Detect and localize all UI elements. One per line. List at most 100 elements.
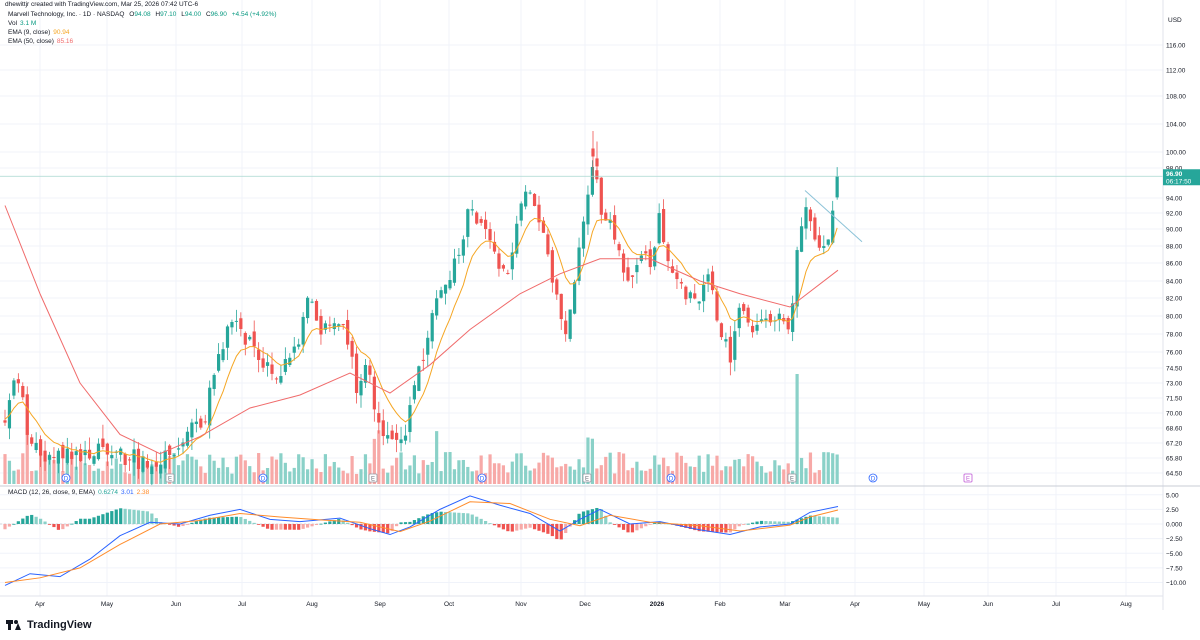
candle-body[interactable] <box>225 326 230 348</box>
candle-body[interactable] <box>679 282 683 284</box>
candle-body[interactable] <box>644 251 648 254</box>
candle-body[interactable] <box>688 292 692 299</box>
candle-body[interactable] <box>728 336 732 363</box>
candle-body[interactable] <box>128 459 132 461</box>
candle-body[interactable] <box>395 432 399 440</box>
candle-body[interactable] <box>492 241 497 252</box>
earnings-marker[interactable]: E <box>165 473 175 483</box>
candle-body[interactable] <box>248 336 252 340</box>
candle-body[interactable] <box>185 431 190 446</box>
candle-body[interactable] <box>719 323 724 338</box>
candle-body[interactable] <box>274 378 279 380</box>
candle-body[interactable] <box>524 191 528 207</box>
candle-body[interactable] <box>710 271 715 291</box>
candle-body[interactable] <box>368 365 372 375</box>
candle-body[interactable] <box>87 449 92 459</box>
candle-body[interactable] <box>310 301 314 303</box>
candle-body[interactable] <box>136 448 141 469</box>
candle-body[interactable] <box>239 318 243 329</box>
candle-body[interactable] <box>176 448 181 450</box>
candle-body[interactable] <box>452 258 457 283</box>
candle-body[interactable] <box>448 280 452 289</box>
candle-body[interactable] <box>653 247 657 267</box>
candle-body[interactable] <box>399 439 403 444</box>
candle-body[interactable] <box>212 374 216 389</box>
candle-body[interactable] <box>328 324 332 326</box>
candle-body[interactable] <box>439 290 443 298</box>
candle-body[interactable] <box>546 234 550 255</box>
candle-body[interactable] <box>25 394 29 435</box>
candle-body[interactable] <box>83 449 87 456</box>
candle-body[interactable] <box>39 439 43 456</box>
candle-body[interactable] <box>403 435 408 441</box>
candle-body[interactable] <box>21 386 25 398</box>
candle-body[interactable] <box>808 209 813 222</box>
candle-body[interactable] <box>470 209 474 211</box>
candle-body[interactable] <box>702 284 706 302</box>
candle-body[interactable] <box>484 219 488 230</box>
candle-body[interactable] <box>541 220 546 233</box>
candle-body[interactable] <box>79 449 83 461</box>
candle-body[interactable] <box>590 166 594 195</box>
candle-body[interactable] <box>666 244 670 262</box>
candle-body[interactable] <box>292 346 296 353</box>
candle-body[interactable] <box>443 284 448 294</box>
volume-legend[interactable]: Vol 3.1 M <box>8 19 39 28</box>
candle-body[interactable] <box>488 229 492 241</box>
candle-body[interactable] <box>457 254 461 256</box>
candle-body[interactable] <box>475 212 479 224</box>
candle-body[interactable] <box>591 148 595 157</box>
candle-body[interactable] <box>501 265 505 269</box>
candle-body[interactable] <box>706 274 710 282</box>
candle-body[interactable] <box>559 293 563 320</box>
candle-body[interactable] <box>3 420 7 423</box>
candle-body[interactable] <box>101 438 105 448</box>
last-price-tag[interactable] <box>1163 169 1200 186</box>
candle-body[interactable] <box>670 266 675 273</box>
candle-body[interactable] <box>279 376 283 383</box>
dividend-marker[interactable]: D <box>868 473 878 483</box>
candle-body[interactable] <box>421 359 425 361</box>
candle-body[interactable] <box>742 304 746 312</box>
candle-body[interactable] <box>297 344 301 347</box>
candle-body[interactable] <box>635 265 639 273</box>
candle-body[interactable] <box>203 421 207 423</box>
candle-body[interactable] <box>831 210 835 243</box>
candle-body[interactable] <box>243 332 247 345</box>
candle-body[interactable] <box>724 339 728 342</box>
candle-body[interactable] <box>595 158 599 167</box>
candle-body[interactable] <box>30 437 34 444</box>
candle-body[interactable] <box>56 450 60 464</box>
candle-body[interactable] <box>372 376 376 410</box>
earnings-marker[interactable]: E <box>582 473 592 483</box>
candle-body[interactable] <box>799 226 804 252</box>
candle-body[interactable] <box>630 275 635 277</box>
candle-body[interactable] <box>733 331 737 360</box>
trendline[interactable] <box>804 190 863 243</box>
candle-body[interactable] <box>613 215 617 240</box>
candle-body[interactable] <box>390 430 394 440</box>
candle-body[interactable] <box>301 316 305 345</box>
candle-body[interactable] <box>70 451 74 459</box>
ema9-legend[interactable]: EMA (9, close) 90.94 <box>8 28 73 37</box>
candle-body[interactable] <box>764 318 768 321</box>
dividend-marker[interactable]: D <box>61 473 71 483</box>
candle-body[interactable] <box>332 323 336 330</box>
candle-body[interactable] <box>110 455 114 459</box>
candle-body[interactable] <box>208 387 212 426</box>
candle-body[interactable] <box>435 298 439 316</box>
macd-pane[interactable] <box>0 495 839 586</box>
candle-body[interactable] <box>564 320 568 335</box>
candle-body[interactable] <box>145 461 149 468</box>
candle-body[interactable] <box>363 364 368 383</box>
candle-body[interactable] <box>519 203 523 221</box>
candle-body[interactable] <box>581 221 586 249</box>
candle-body[interactable] <box>497 253 501 269</box>
dividend-marker[interactable]: D <box>666 473 676 483</box>
candle-body[interactable] <box>217 354 221 371</box>
candle-body[interactable] <box>675 272 679 280</box>
candle-body[interactable] <box>65 448 69 463</box>
candle-body[interactable] <box>777 313 781 320</box>
candle-body[interactable] <box>662 209 666 243</box>
